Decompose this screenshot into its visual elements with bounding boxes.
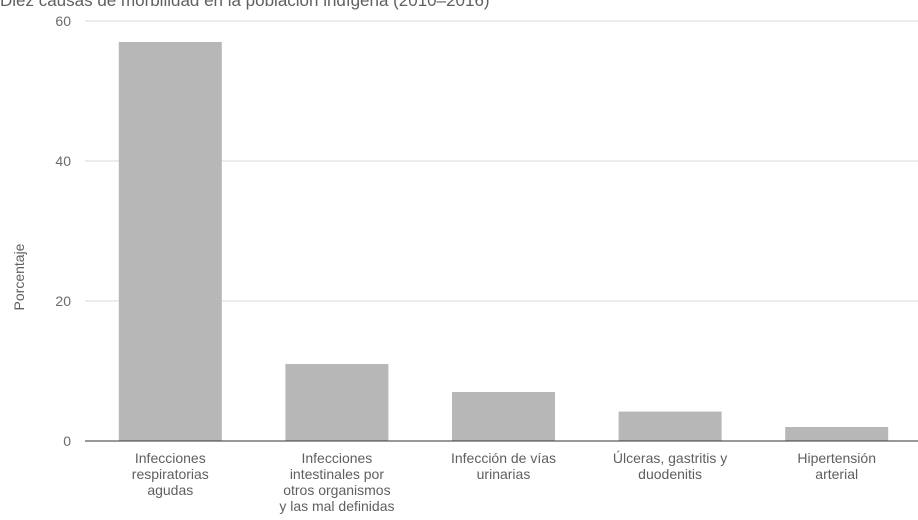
bar <box>785 427 889 441</box>
bar <box>618 411 722 441</box>
x-category-label: Infección de vías urinarias <box>451 450 556 482</box>
x-category-label: Úlceras, gastritis y duodenitis <box>613 450 727 482</box>
bar <box>118 42 222 441</box>
x-axis-category-labels: Infecciones respiratorias agudas Infeccione… <box>132 450 876 514</box>
x-category-label: Infecciones respiratorias agudas <box>132 450 209 498</box>
x-category-label: Infecciones intestinales por otros organis… <box>279 450 394 514</box>
x-category-label: Hipertensión arterial <box>797 450 876 482</box>
y-tick-label: 60 <box>55 13 71 29</box>
chart-title: Diez causas de morbilidad en la població… <box>0 0 490 10</box>
bar <box>285 364 389 441</box>
bars <box>118 42 889 441</box>
y-tick-label: 20 <box>55 293 71 309</box>
y-tick-label: 0 <box>63 433 71 449</box>
y-axis-label: Porcentaje <box>11 243 27 310</box>
gridlines <box>85 20 918 302</box>
y-axis-ticks: 0 20 40 60 <box>55 13 71 449</box>
bar <box>452 392 555 441</box>
y-tick-label: 40 <box>55 153 71 169</box>
